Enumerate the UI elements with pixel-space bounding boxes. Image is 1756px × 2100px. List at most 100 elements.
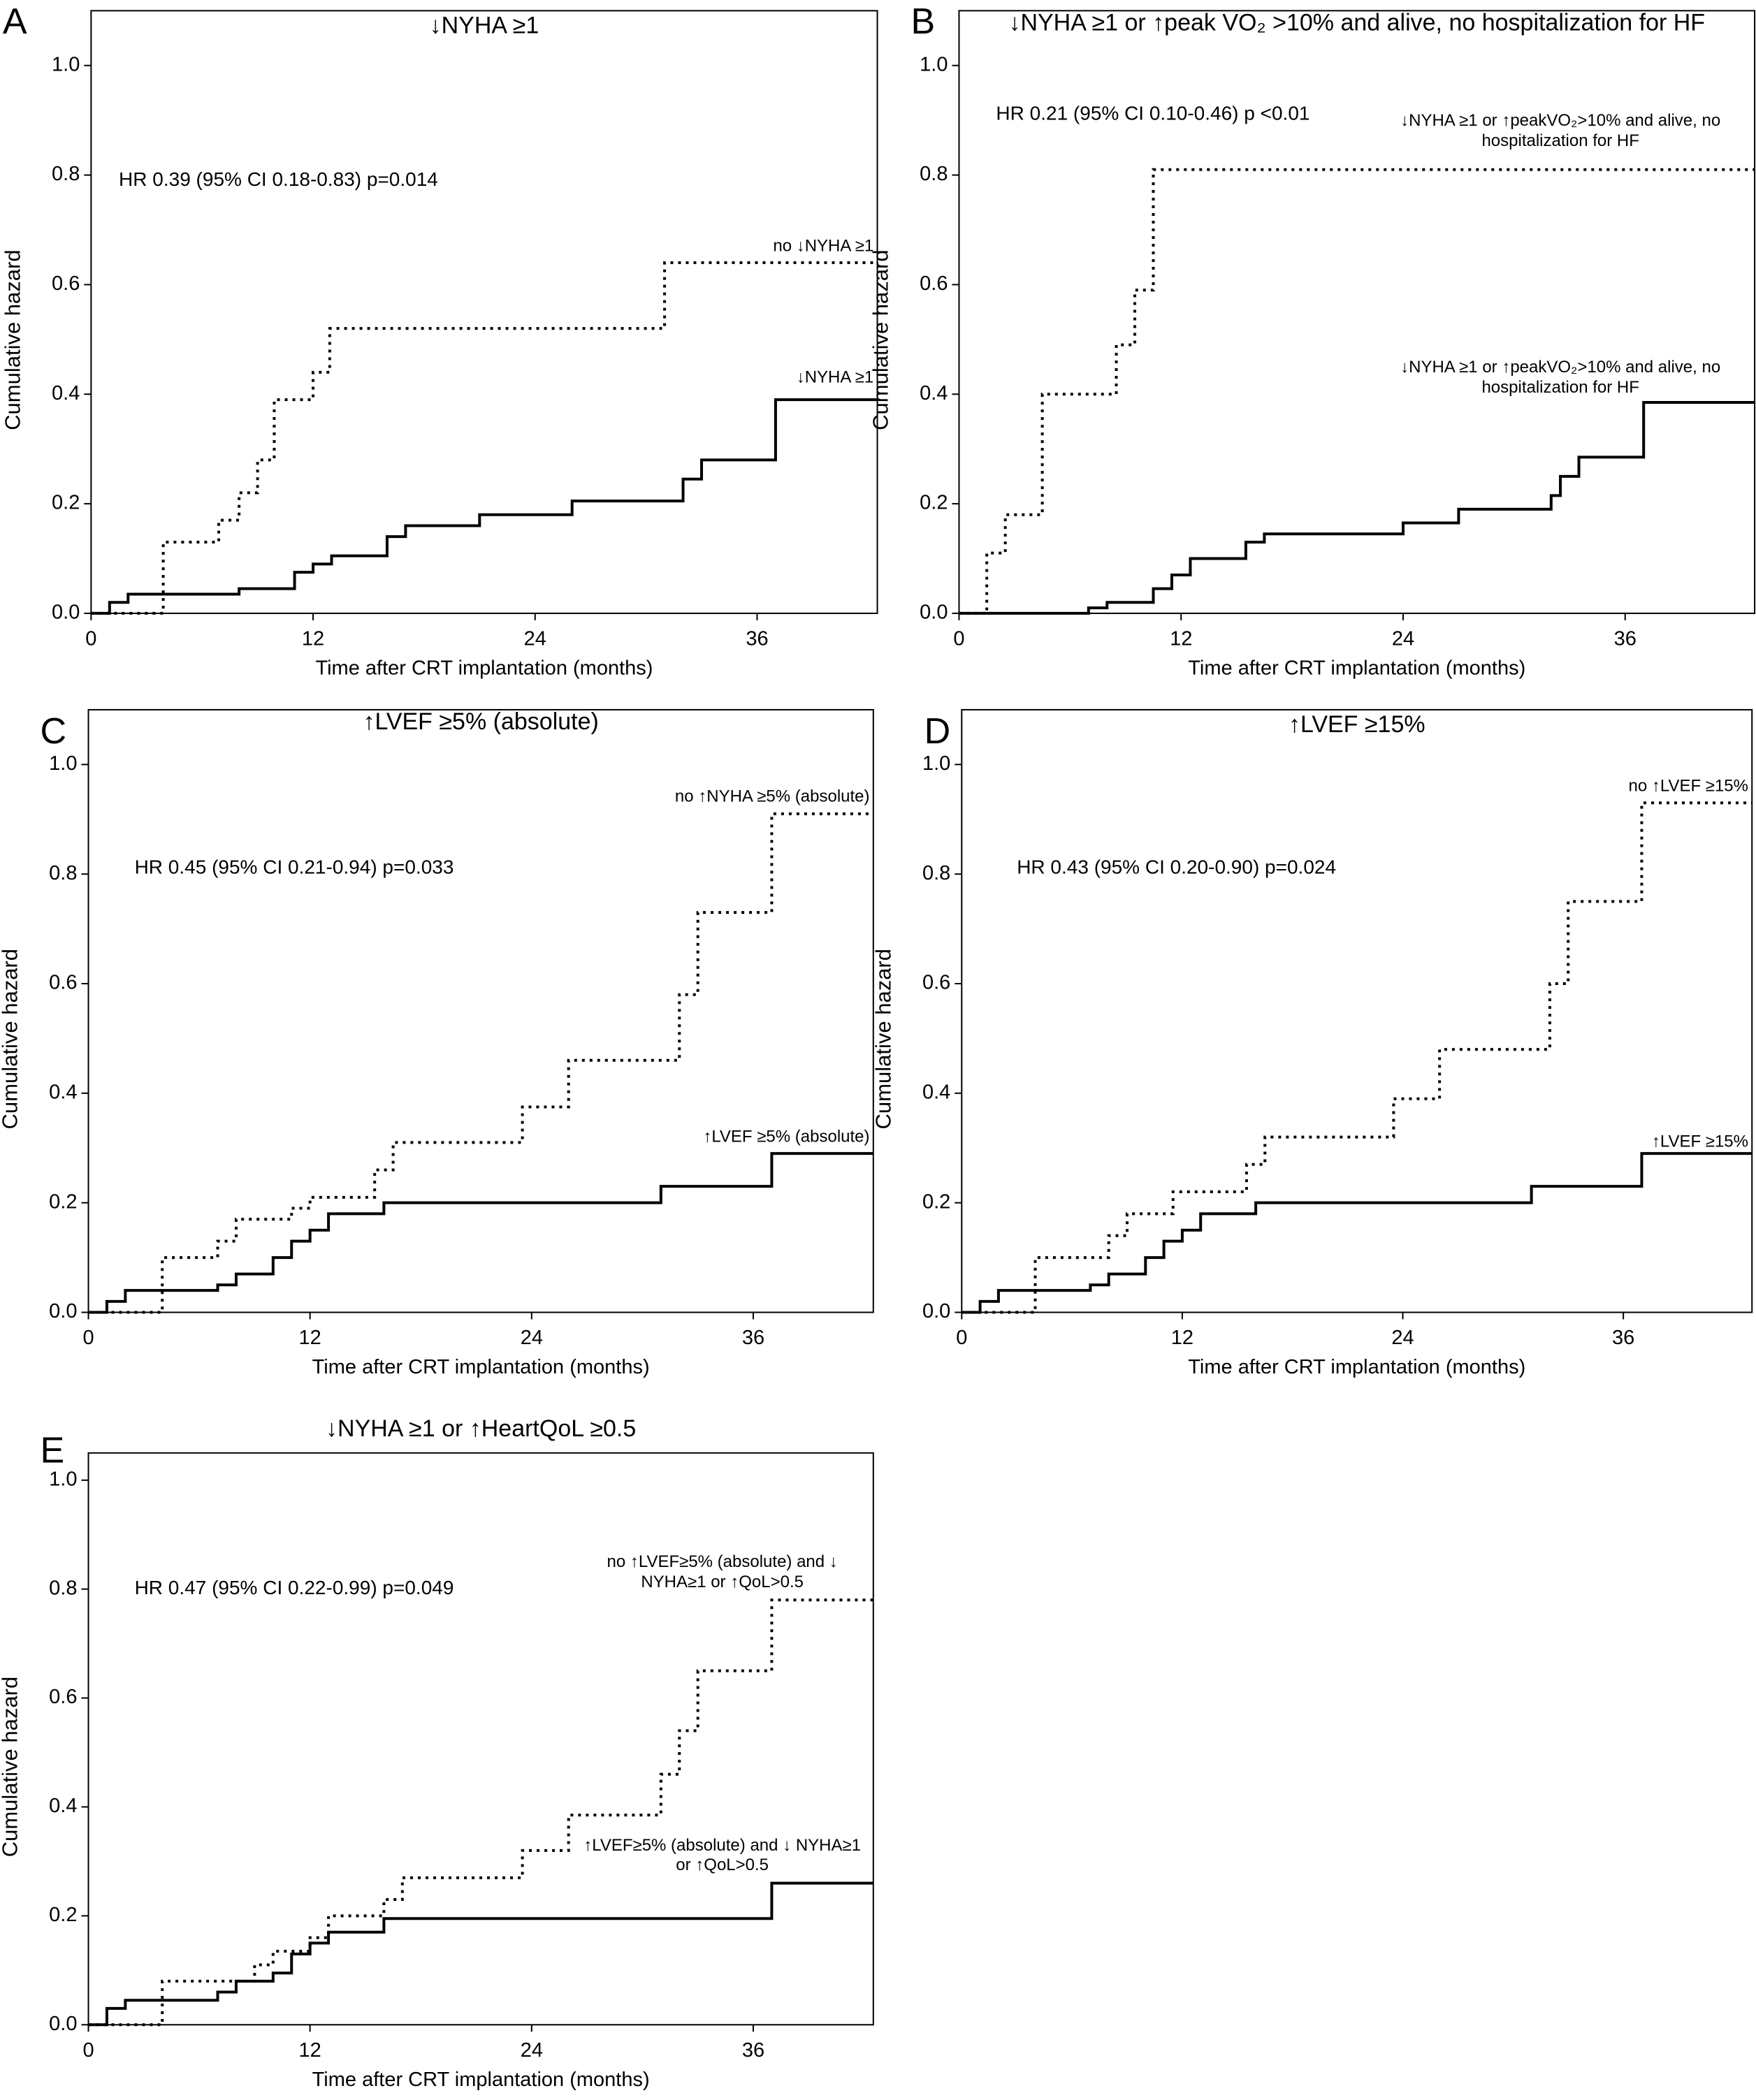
- x-axis-label: Time after CRT implantation (months): [1188, 657, 1525, 680]
- y-tick-label: 0.0: [922, 1300, 950, 1322]
- series-label: ↓NYHA ≥1 or ↑peakVO₂>10% and alive, no h…: [1400, 111, 1721, 150]
- annotation: HR 0.45 (95% CI 0.21-0.94) p=0.033: [135, 856, 454, 878]
- y-tick-label: 0.2: [49, 1904, 77, 1926]
- x-tick-label: 0: [82, 2039, 94, 2062]
- plot-frame: [87, 1452, 874, 2026]
- series-label: no ↓NYHA ≥1: [773, 236, 874, 256]
- y-tick-label: 0.8: [922, 862, 950, 884]
- y-tick-label: 0.2: [920, 492, 948, 514]
- y-tick-label: 0.6: [49, 1686, 77, 1708]
- x-tick-label: 12: [302, 628, 324, 650]
- step-line: [959, 401, 1755, 615]
- annotation: HR 0.47 (95% CI 0.22-0.99) p=0.049: [135, 1577, 454, 1598]
- y-axis-label: Cumulative hazard: [869, 249, 893, 430]
- chart-title: ↑LVEF ≥5% (absolute): [363, 708, 598, 735]
- y-tick-label: 0.0: [49, 1300, 77, 1322]
- y-tick-label: 0.4: [52, 382, 80, 404]
- y-tick-label: 1.0: [49, 1468, 77, 1490]
- x-tick-label: 12: [299, 1327, 321, 1349]
- x-tick-label: 36: [742, 2039, 764, 2062]
- panel-letter: E: [41, 1431, 65, 1471]
- x-tick-label: 0: [82, 1327, 94, 1349]
- y-tick-label: 1.0: [922, 752, 950, 775]
- x-tick-label: 0: [85, 628, 96, 650]
- y-tick-label: 0.2: [49, 1190, 77, 1213]
- y-tick-label: 0.0: [49, 2013, 77, 2035]
- y-tick-label: 0.8: [920, 163, 948, 185]
- x-axis-label: Time after CRT implantation (months): [1188, 1356, 1525, 1378]
- series-label: ↑LVEF ≥15%: [1651, 1132, 1748, 1152]
- y-axis-label: Cumulative hazard: [871, 949, 895, 1129]
- series-label: no ↑LVEF ≥15%: [1628, 776, 1748, 796]
- y-tick-label: 0.6: [52, 272, 80, 295]
- plot-frame: [87, 708, 874, 1313]
- y-tick-label: 0.6: [920, 272, 948, 295]
- y-tick-label: 0.4: [49, 1081, 77, 1104]
- chart-title: ↓NYHA ≥1: [430, 12, 539, 38]
- y-tick-label: 0.4: [922, 1081, 950, 1104]
- step-line: [962, 1152, 1753, 1314]
- y-tick-label: 0.6: [49, 972, 77, 994]
- series-label: no ↑LVEF≥5% (absolute) and ↓ NYHA≥1 or ↑…: [607, 1552, 838, 1592]
- y-tick-label: 0.8: [49, 862, 77, 884]
- y-tick-label: 0.4: [49, 1795, 77, 1817]
- series-label: ↑LVEF≥5% (absolute) and ↓ NYHA≥1 or ↑QoL…: [583, 1835, 862, 1875]
- x-tick-label: 36: [1612, 1327, 1634, 1349]
- chart-title: ↓NYHA ≥1 or ↑peak VO₂ >10% and alive, no…: [1008, 9, 1705, 36]
- step-line: [88, 1598, 873, 2027]
- plot-frame: [90, 10, 878, 614]
- step-line: [88, 1152, 873, 1314]
- x-tick-label: 24: [524, 628, 546, 650]
- series-label: no ↑NYHA ≥5% (absolute): [674, 787, 870, 806]
- y-axis-label: Cumulative hazard: [1, 249, 25, 430]
- series-label: ↓NYHA ≥1: [796, 367, 874, 387]
- x-tick-label: 24: [1391, 1327, 1414, 1349]
- panel-letter: A: [3, 1, 27, 42]
- x-tick-label: 24: [1392, 628, 1414, 650]
- y-tick-label: 0.8: [52, 163, 80, 185]
- y-tick-label: 0.2: [922, 1190, 950, 1213]
- annotation: HR 0.39 (95% CI 0.18-0.83) p=0.014: [119, 168, 438, 190]
- x-tick-label: 12: [299, 2039, 321, 2062]
- chart-title: ↑LVEF ≥15%: [1289, 711, 1425, 738]
- series-label: ↓NYHA ≥1 or ↑peakVO₂>10% and alive, no h…: [1400, 357, 1721, 397]
- y-tick-label: 0.0: [52, 601, 80, 624]
- y-tick-label: 0.2: [52, 492, 80, 514]
- step-line: [959, 168, 1755, 615]
- x-tick-label: 24: [521, 1327, 543, 1349]
- plot-frame: [958, 10, 1756, 614]
- annotation: HR 0.43 (95% CI 0.20-0.90) p=0.024: [1017, 856, 1336, 878]
- y-axis-label: Cumulative hazard: [0, 1677, 22, 1857]
- x-axis-label: Time after CRT implantation (months): [312, 1356, 650, 1378]
- x-tick-label: 0: [953, 628, 964, 650]
- step-line: [91, 398, 878, 615]
- panel-letter: B: [910, 1, 935, 42]
- panel-letter: C: [41, 711, 67, 752]
- step-line: [88, 812, 873, 1314]
- series-label: ↑LVEF ≥5% (absolute): [703, 1127, 870, 1146]
- x-tick-label: 36: [746, 628, 768, 650]
- y-tick-label: 0.8: [49, 1577, 77, 1599]
- y-tick-label: 0.4: [920, 382, 948, 404]
- panel-letter: D: [924, 711, 951, 752]
- x-tick-label: 36: [742, 1327, 764, 1349]
- x-axis-label: Time after CRT implantation (months): [312, 2069, 650, 2091]
- step-line: [962, 801, 1753, 1314]
- x-axis-label: Time after CRT implantation (months): [315, 657, 653, 680]
- y-tick-label: 1.0: [52, 53, 80, 75]
- y-tick-label: 1.0: [920, 53, 948, 75]
- x-tick-label: 12: [1171, 1327, 1193, 1349]
- x-tick-label: 36: [1614, 628, 1637, 650]
- annotation: HR 0.21 (95% CI 0.10-0.46) p <0.01: [996, 103, 1309, 124]
- x-tick-label: 0: [956, 1327, 967, 1349]
- y-tick-label: 1.0: [49, 752, 77, 775]
- x-tick-label: 24: [521, 2039, 543, 2062]
- y-axis-label: Cumulative hazard: [0, 949, 22, 1129]
- plot-frame: [961, 708, 1753, 1313]
- chart-title: ↓NYHA ≥1 or ↑HeartQoL ≥0.5: [326, 1415, 636, 1442]
- x-tick-label: 12: [1170, 628, 1192, 650]
- step-line: [88, 1881, 873, 2027]
- y-tick-label: 0.6: [922, 972, 950, 994]
